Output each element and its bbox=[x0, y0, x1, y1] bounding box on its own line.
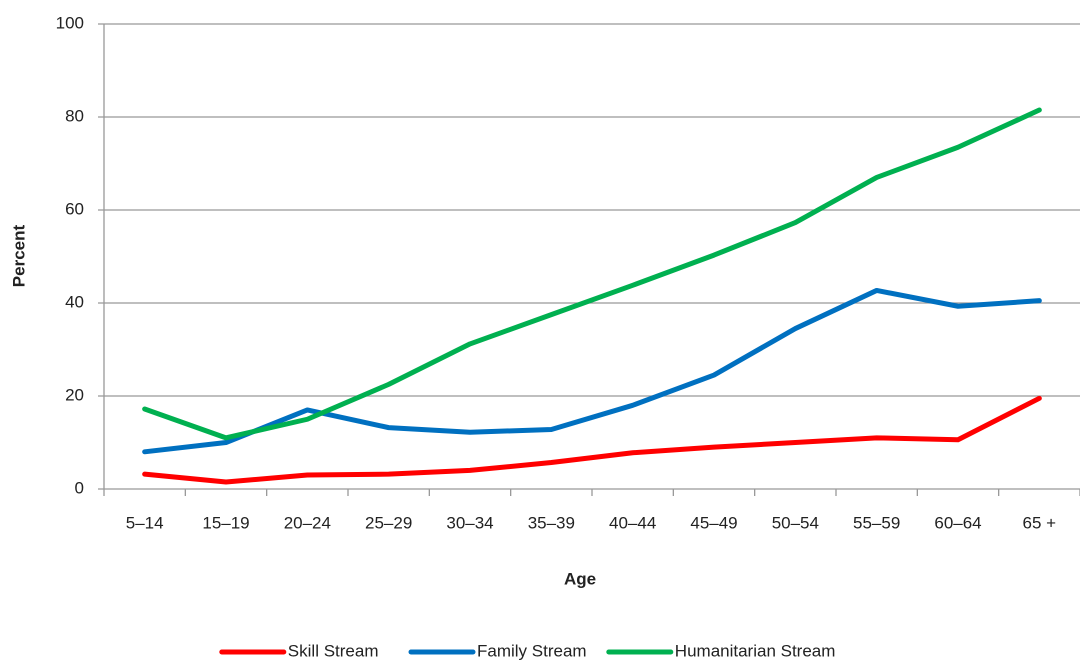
legend-label: Humanitarian Stream bbox=[675, 641, 836, 660]
y-tick-label: 60 bbox=[65, 199, 84, 218]
x-tick-label: 65 + bbox=[1023, 513, 1057, 532]
x-tick-label: 25–29 bbox=[365, 513, 412, 532]
series-line bbox=[142, 395, 1042, 485]
x-tick-label: 60–64 bbox=[934, 513, 981, 532]
y-tick-label: 40 bbox=[65, 292, 84, 311]
x-tick-label: 40–44 bbox=[609, 513, 656, 532]
legend-label: Skill Stream bbox=[288, 641, 379, 660]
legend-label: Family Stream bbox=[477, 641, 587, 660]
x-tick-label: 45–49 bbox=[690, 513, 737, 532]
x-tick-label: 55–59 bbox=[853, 513, 900, 532]
x-tick-label: 30–34 bbox=[446, 513, 493, 532]
x-tick-label: 15–19 bbox=[202, 513, 249, 532]
x-tick-label: 5–14 bbox=[126, 513, 164, 532]
y-tick-label: 20 bbox=[65, 385, 84, 404]
x-tick-label: 20–24 bbox=[284, 513, 331, 532]
series-line bbox=[142, 107, 1042, 441]
x-tick-label: 35–39 bbox=[528, 513, 575, 532]
y-tick-label: 80 bbox=[65, 106, 84, 125]
series-line bbox=[142, 287, 1042, 455]
x-axis-label: Age bbox=[564, 569, 596, 588]
y-tick-label: 0 bbox=[75, 478, 84, 497]
x-tick-label: 50–54 bbox=[772, 513, 819, 532]
y-tick-label: 100 bbox=[56, 13, 84, 32]
y-axis-label: Percent bbox=[9, 224, 28, 287]
